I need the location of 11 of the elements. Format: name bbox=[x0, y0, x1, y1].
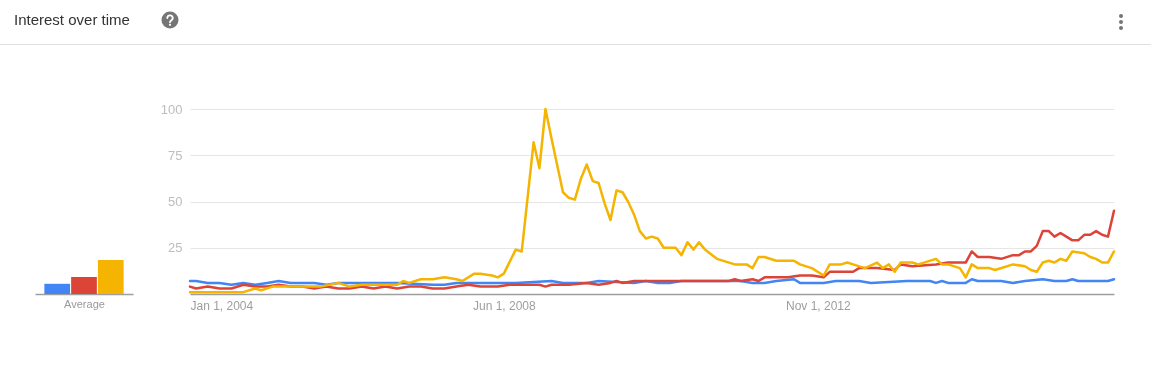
y-tick-label: 100 bbox=[160, 101, 183, 117]
x-tick-label: Nov 1, 2012 bbox=[786, 298, 852, 313]
chart-title: Interest over time bbox=[14, 11, 130, 28]
y-tick-label: 50 bbox=[168, 194, 183, 209]
x-axis-title: Average bbox=[64, 297, 105, 310]
y-tick-label: 25 bbox=[168, 240, 183, 256]
line-series bbox=[188, 107, 1116, 294]
y-tick-label: 75 bbox=[168, 147, 183, 163]
x-tick-label: Jun 1, 2008 bbox=[472, 298, 537, 313]
line-series bbox=[188, 209, 1116, 290]
x-tick-label: Jan 1, 2004 bbox=[190, 298, 254, 313]
